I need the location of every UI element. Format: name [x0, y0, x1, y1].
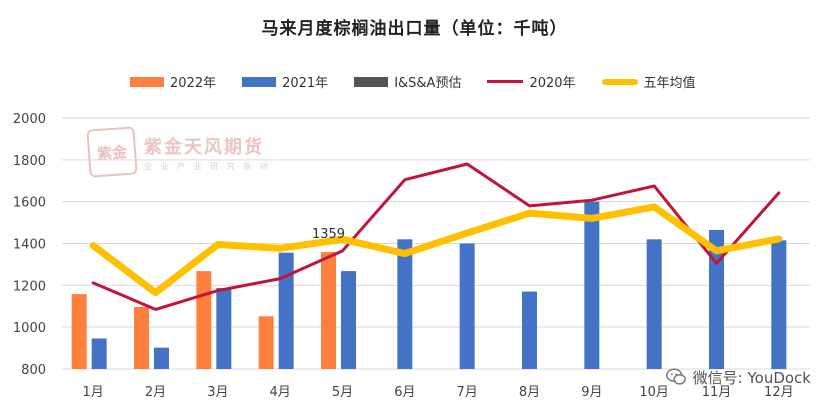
legend-label-2020: 2020年 — [529, 76, 576, 91]
x-tick-label: 5月 — [332, 385, 353, 400]
legend-label-isa: I&S&A预估 — [394, 76, 462, 91]
legend-label-avg: 五年均值 — [643, 76, 696, 91]
bar-2021 — [91, 338, 107, 369]
chart-title: 马来月度棕榈油出口量（单位：千吨） — [261, 19, 568, 39]
x-tick-label: 12月 — [764, 385, 794, 400]
y-tick-label: 1200 — [13, 279, 46, 294]
x-tick-label: 2月 — [145, 385, 166, 400]
bar-2021 — [216, 288, 232, 369]
legend-item-avg: 五年均值 — [601, 72, 696, 91]
y-tick-label: 1800 — [13, 154, 46, 169]
bar-2021 — [459, 243, 475, 369]
bar-2022 — [134, 306, 149, 369]
y-tick-label: 2000 — [13, 112, 46, 127]
x-tick-label: 6月 — [394, 385, 415, 400]
data-label: 1359 — [312, 227, 345, 242]
legend-label-2021: 2021年 — [282, 76, 329, 91]
legend-item-2022: 2022年 — [130, 72, 216, 91]
line-five-year-avg — [89, 203, 783, 297]
legend-label-2022: 2022年 — [170, 76, 217, 91]
y-tick-label: 1600 — [13, 196, 46, 211]
y-tick-label: 800 — [21, 363, 46, 378]
legend-item-2021: 2021年 — [242, 72, 328, 91]
bar-2021 — [522, 291, 537, 369]
bar-2021 — [278, 252, 294, 369]
bar-2021 — [646, 239, 662, 369]
legend-item-2020: 2020年 — [487, 72, 576, 91]
wechat-footer: 微信号: YouDock — [665, 366, 811, 388]
legend-swatch-isa — [354, 76, 389, 87]
x-tick-label: 4月 — [270, 385, 291, 400]
watermark-name: 紫金天风期货 — [144, 136, 264, 158]
watermark-logo: 紫金 紫金天风期货 企 业 产 业 研 究 驱 动 — [86, 126, 271, 178]
bar-2021 — [709, 229, 724, 369]
legend-item-isa: I&S&A预估 — [354, 72, 461, 91]
wechat-id: 微信号: YouDock — [692, 368, 811, 387]
y-tick-label: 1400 — [13, 238, 46, 253]
chart-legend: 2022年 2021年 I&S&A预估 2020年 五年均值 — [130, 72, 722, 91]
x-tick-label: 3月 — [207, 385, 228, 400]
y-tick-label: 1000 — [13, 321, 46, 336]
bar-2021 — [341, 271, 356, 369]
bar-2021 — [584, 201, 600, 369]
bar-2022 — [71, 294, 87, 369]
bar-2021 — [154, 347, 169, 369]
legend-swatch-2020 — [487, 80, 524, 83]
x-tick-label: 7月 — [457, 385, 478, 400]
wechat-icon — [665, 368, 686, 385]
bar-2022 — [196, 271, 212, 369]
x-tick-label: 8月 — [519, 385, 540, 400]
x-tick-label: 10月 — [639, 385, 669, 400]
bar-2022 — [321, 252, 336, 369]
bar-2021 — [771, 240, 787, 369]
bar-2021 — [397, 239, 413, 369]
legend-swatch-2022 — [130, 76, 164, 87]
legend-swatch-2021 — [242, 76, 277, 87]
x-tick-label: 11月 — [702, 385, 732, 400]
legend-swatch-avg — [601, 78, 638, 85]
bar-2022 — [258, 316, 274, 369]
line-2020 — [91, 162, 781, 311]
x-tick-label: 9月 — [581, 385, 602, 400]
watermark-subtitle: 企 业 产 业 研 究 驱 动 — [144, 161, 271, 171]
x-tick-label: 1月 — [83, 385, 104, 400]
